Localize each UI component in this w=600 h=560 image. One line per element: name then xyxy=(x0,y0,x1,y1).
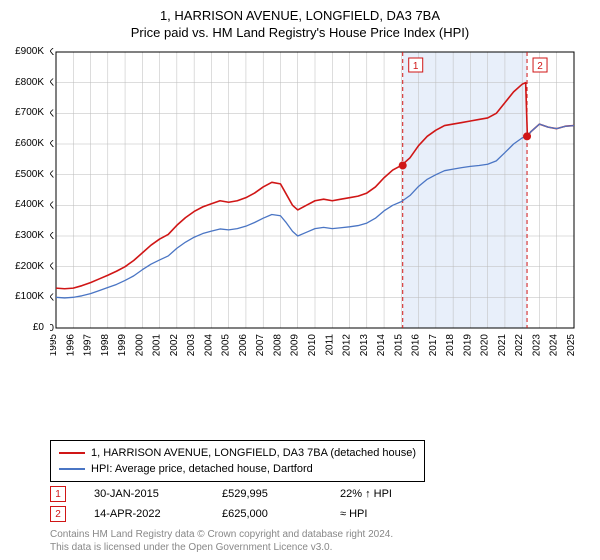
legend-item: HPI: Average price, detached house, Dart… xyxy=(59,461,416,477)
y-tick-label: £600K xyxy=(15,138,44,149)
svg-text:2006: 2006 xyxy=(238,334,249,357)
y-tick-label: £0 xyxy=(33,322,44,333)
svg-text:2024: 2024 xyxy=(549,334,560,357)
y-axis-labels: £0 £100K £200K £300K £400K £500K £600K £700K £80… xyxy=(0,48,48,378)
sale-row: 1 30-JAN-2015 £529,995 22% ↑ HPI xyxy=(50,484,392,504)
y-tick-label: £800K xyxy=(15,77,44,88)
svg-text:2007: 2007 xyxy=(255,334,266,357)
sale-price: £529,995 xyxy=(222,488,312,500)
svg-text:2001: 2001 xyxy=(152,334,163,357)
legend-label: 1, HARRISON AVENUE, LONGFIELD, DA3 7BA (… xyxy=(91,445,416,461)
svg-text:£400K: £400K xyxy=(50,200,54,211)
sale-marker: 2 xyxy=(50,506,66,522)
svg-text:£500K: £500K xyxy=(50,170,54,181)
svg-text:£700K: £700K xyxy=(50,108,54,119)
svg-text:2018: 2018 xyxy=(445,334,456,357)
sale-marker: 1 xyxy=(50,486,66,502)
svg-text:1995: 1995 xyxy=(50,334,59,357)
svg-text:2012: 2012 xyxy=(342,334,353,357)
y-tick-label: £200K xyxy=(15,261,44,272)
legend: 1, HARRISON AVENUE, LONGFIELD, DA3 7BA (… xyxy=(50,440,425,482)
footer-line2: This data is licensed under the Open Gov… xyxy=(50,541,393,554)
svg-text:2005: 2005 xyxy=(221,334,232,357)
svg-text:2011: 2011 xyxy=(324,334,335,356)
footer-line1: Contains HM Land Registry data © Crown c… xyxy=(50,528,393,541)
svg-text:£900K: £900K xyxy=(50,48,54,58)
svg-text:2022: 2022 xyxy=(514,334,525,357)
sale-vs-hpi: ≈ HPI xyxy=(340,508,367,520)
sale-price: £625,000 xyxy=(222,508,312,520)
svg-text:2014: 2014 xyxy=(376,334,387,357)
svg-text:1996: 1996 xyxy=(65,334,76,357)
svg-text:2019: 2019 xyxy=(462,334,473,357)
chart-container: 1, HARRISON AVENUE, LONGFIELD, DA3 7BA P… xyxy=(0,0,600,560)
sales-table: 1 30-JAN-2015 £529,995 22% ↑ HPI 2 14-APR-202… xyxy=(50,484,392,524)
svg-text:£100K: £100K xyxy=(50,292,54,303)
sale-date: 30-JAN-2015 xyxy=(94,488,194,500)
footer-attribution: Contains HM Land Registry data © Crown c… xyxy=(50,528,393,554)
y-tick-label: £100K xyxy=(15,291,44,302)
legend-label: HPI: Average price, detached house, Dart… xyxy=(91,461,313,477)
svg-text:2015: 2015 xyxy=(393,334,404,357)
svg-text:1999: 1999 xyxy=(117,334,128,357)
svg-text:£200K: £200K xyxy=(50,262,54,273)
title-subtitle: Price paid vs. HM Land Registry's House … xyxy=(0,25,600,40)
svg-text:1: 1 xyxy=(413,61,419,72)
svg-text:2008: 2008 xyxy=(272,334,283,357)
svg-text:2002: 2002 xyxy=(169,334,180,357)
title-address: 1, HARRISON AVENUE, LONGFIELD, DA3 7BA xyxy=(0,8,600,23)
svg-text:2020: 2020 xyxy=(480,334,491,357)
svg-text:2016: 2016 xyxy=(411,334,422,357)
y-tick-label: £300K xyxy=(15,230,44,241)
price-chart: 1 2 £0 £100K £200K £300K £400K £500K £600K £700K £… xyxy=(50,48,580,378)
y-tick-label: £500K xyxy=(15,169,44,180)
svg-text:2013: 2013 xyxy=(359,334,370,357)
y-tick-label: £900K xyxy=(15,46,44,57)
svg-text:2021: 2021 xyxy=(497,334,508,357)
svg-text:2017: 2017 xyxy=(428,334,439,357)
legend-swatch xyxy=(59,452,85,454)
legend-swatch xyxy=(59,468,85,470)
legend-item: 1, HARRISON AVENUE, LONGFIELD, DA3 7BA (… xyxy=(59,445,416,461)
svg-text:2000: 2000 xyxy=(134,334,145,357)
svg-text:£0: £0 xyxy=(50,323,54,334)
y-tick-label: £400K xyxy=(15,199,44,210)
svg-text:2009: 2009 xyxy=(290,334,301,357)
svg-text:£800K: £800K xyxy=(50,78,54,89)
svg-text:£600K: £600K xyxy=(50,139,54,150)
title-block: 1, HARRISON AVENUE, LONGFIELD, DA3 7BA P… xyxy=(0,0,600,40)
svg-text:2004: 2004 xyxy=(203,334,214,357)
sale-vs-hpi: 22% ↑ HPI xyxy=(340,488,392,500)
sale-row: 2 14-APR-2022 £625,000 ≈ HPI xyxy=(50,504,392,524)
svg-text:2025: 2025 xyxy=(566,334,577,357)
svg-text:2010: 2010 xyxy=(307,334,318,357)
svg-text:2: 2 xyxy=(537,61,543,72)
sale-date: 14-APR-2022 xyxy=(94,508,194,520)
svg-text:2003: 2003 xyxy=(186,334,197,357)
svg-text:2023: 2023 xyxy=(531,334,542,357)
y-tick-label: £700K xyxy=(15,107,44,118)
svg-text:£300K: £300K xyxy=(50,231,54,242)
svg-text:1998: 1998 xyxy=(100,334,111,357)
svg-text:1997: 1997 xyxy=(83,334,94,357)
